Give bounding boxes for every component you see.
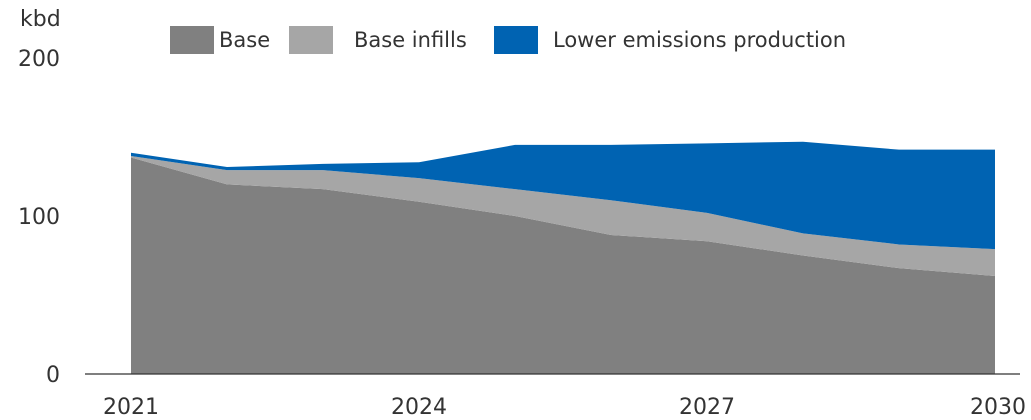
legend: Base Base infills Lower emissions producti… — [170, 26, 846, 54]
legend-label: Base — [219, 28, 270, 52]
legend-swatch — [170, 26, 214, 54]
legend-swatch — [289, 26, 333, 54]
y-tick-label: 200 — [18, 47, 60, 72]
legend-label: Base infills — [354, 28, 467, 52]
unit-label: kbd — [20, 7, 61, 32]
x-tick-label: 2027 — [679, 395, 735, 420]
legend-swatch — [494, 26, 538, 54]
x-axis: 2021 2024 2027 2030 — [103, 395, 1026, 420]
y-tick-label: 0 — [46, 363, 60, 388]
x-tick-label: 2030 — [970, 395, 1026, 420]
x-tick-label: 2024 — [391, 395, 447, 420]
x-tick-label: 2021 — [103, 395, 159, 420]
y-axis: 0 100 200 — [18, 47, 60, 388]
y-tick-label: 100 — [18, 205, 60, 230]
area-series-0 — [131, 157, 995, 374]
legend-label: Lower emissions production — [553, 28, 846, 52]
plot-area — [131, 141, 995, 374]
area-series-1 — [131, 155, 995, 277]
area-series-2 — [131, 141, 995, 250]
